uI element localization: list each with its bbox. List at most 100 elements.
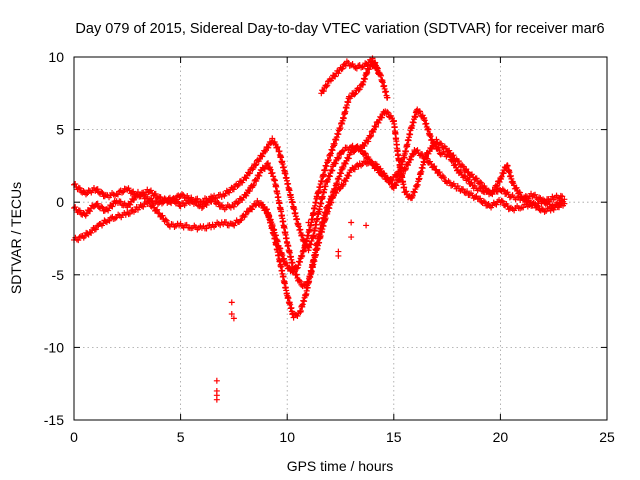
x-tick-label: 5 xyxy=(177,429,185,445)
data-point-track-4 xyxy=(521,194,528,201)
data-point-track-2 xyxy=(439,173,446,180)
data-point-track-1 xyxy=(99,189,106,196)
data-point-track-2 xyxy=(127,201,134,208)
y-tick-label: -15 xyxy=(44,412,64,428)
data-point-track-1 xyxy=(408,193,415,200)
data-point-track-4 xyxy=(429,136,436,143)
data-point-track-3 xyxy=(293,265,300,272)
data-point-track-3 xyxy=(163,217,170,224)
data-point-track-2 xyxy=(250,181,257,188)
data-point-track-2 xyxy=(109,203,116,210)
data-point-track-2 xyxy=(480,198,487,205)
data-point-track-2 xyxy=(170,195,177,202)
data-point-track-4 xyxy=(461,172,468,179)
data-point-track-2 xyxy=(402,166,409,173)
x-tick-label: 20 xyxy=(493,429,509,445)
data-point-track-1 xyxy=(72,181,79,188)
x-axis-title: GPS time / hours xyxy=(287,458,394,474)
data-point-track-1 xyxy=(361,143,368,150)
data-point-track-4 xyxy=(322,209,329,216)
data-point-track-4 xyxy=(457,168,464,175)
data-point-track-2 xyxy=(473,193,480,200)
data-point-track-4 xyxy=(447,152,454,159)
data-point-track-2 xyxy=(550,206,557,213)
data-point-track-2 xyxy=(188,196,195,203)
data-point-track-2 xyxy=(193,199,200,206)
data-point-track-1 xyxy=(269,135,276,142)
data-point-track-4 xyxy=(357,145,364,152)
data-point-track-4 xyxy=(373,164,380,171)
data-point-track-3 xyxy=(155,210,162,217)
data-point-track-3 xyxy=(356,86,363,93)
data-point-track-2 xyxy=(498,197,505,204)
data-point-track-4 xyxy=(340,163,347,170)
data-point-track-3 xyxy=(140,203,147,210)
data-point-track-4 xyxy=(389,177,396,184)
data-point-track-1 xyxy=(341,147,348,154)
data-point-track-3 xyxy=(136,204,143,211)
data-point-track-3 xyxy=(242,211,249,218)
data-point-track-4 xyxy=(345,155,352,162)
data-point-track-2 xyxy=(160,199,167,206)
data-point-track-4 xyxy=(380,171,387,178)
data-point-track-1 xyxy=(82,191,89,198)
data-point-track-2 xyxy=(270,173,277,180)
data-point-track-3 xyxy=(145,198,152,205)
data-point-track-2 xyxy=(261,166,268,173)
data-point-track-4 xyxy=(294,313,301,320)
data-point-track-4 xyxy=(446,151,453,158)
y-axis-title: SDTVAR / TECUs xyxy=(8,182,24,294)
data-point-track-2 xyxy=(83,210,90,217)
data-point-track-4 xyxy=(368,158,375,165)
data-point-track-3 xyxy=(88,229,95,236)
data-point-track-2 xyxy=(423,155,430,162)
data-point-track-3 xyxy=(254,197,261,204)
data-point-track-2 xyxy=(265,160,272,167)
data-point-track-2 xyxy=(345,172,352,179)
data-point-track-3 xyxy=(126,210,133,217)
data-point-track-1 xyxy=(326,173,333,180)
data-point-outliers xyxy=(213,377,220,384)
data-point-track-3 xyxy=(231,222,238,229)
data-point-track-3 xyxy=(237,217,244,224)
data-point-outliers xyxy=(305,219,312,226)
data-point-track-4 xyxy=(497,174,504,181)
data-point-track-3 xyxy=(249,206,256,213)
data-point-track-2 xyxy=(117,198,124,205)
data-point-track-1 xyxy=(274,144,281,151)
data-point-track-2 xyxy=(214,198,221,205)
data-point-track-1 xyxy=(365,138,372,145)
data-point-track-4 xyxy=(494,182,501,189)
data-point-track-4 xyxy=(351,148,358,155)
data-point-track-1 xyxy=(118,189,125,196)
data-point-track-1 xyxy=(455,158,462,165)
data-point-track-2 xyxy=(351,166,358,173)
data-point-track-4 xyxy=(491,188,498,195)
data-point-track-1 xyxy=(226,189,233,196)
data-point-outliers xyxy=(363,222,370,229)
data-point-track-2 xyxy=(561,200,568,207)
data-point-track-1 xyxy=(147,187,154,194)
data-point-track-4 xyxy=(464,175,471,182)
data-point-track-2 xyxy=(263,160,270,167)
data-point-track-2 xyxy=(215,200,222,207)
data-point-track-1 xyxy=(335,154,342,161)
x-tick-label: 10 xyxy=(279,429,295,445)
chart-title: Day 079 of 2015, Sidereal Day-to-day VTE… xyxy=(75,21,604,37)
data-point-track-2 xyxy=(296,278,303,285)
data-point-track-5 xyxy=(324,82,331,89)
data-point-track-1 xyxy=(230,186,237,193)
data-point-track-2 xyxy=(99,204,106,211)
data-point-track-2 xyxy=(419,151,426,158)
data-point-track-3 xyxy=(162,216,169,223)
data-point-track-4 xyxy=(452,161,459,168)
data-point-track-2 xyxy=(246,187,253,194)
data-point-track-3 xyxy=(146,199,153,206)
data-point-outliers xyxy=(228,311,235,318)
data-point-track-2 xyxy=(431,163,438,170)
data-point-track-3 xyxy=(154,206,161,213)
data-point-track-1 xyxy=(473,175,480,182)
data-point-track-1 xyxy=(252,162,259,169)
data-point-track-2 xyxy=(464,188,471,195)
data-point-track-2 xyxy=(86,208,93,215)
